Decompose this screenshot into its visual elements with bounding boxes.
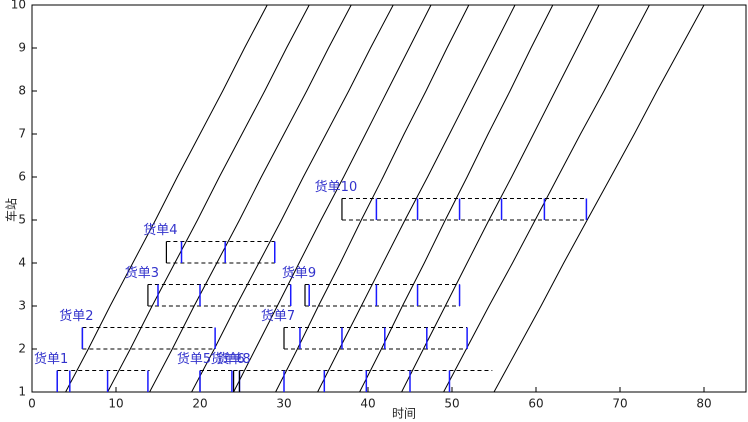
shipment-label: 货单5	[177, 351, 211, 367]
train-line	[107, 4, 310, 393]
shipment-label: 货单3	[125, 265, 159, 281]
x-tick-label: 30	[276, 397, 291, 411]
y-tick-label: 9	[18, 41, 26, 55]
y-tick-label: 6	[18, 170, 26, 184]
train-line	[233, 4, 432, 393]
shipment-label: 货单2	[59, 308, 93, 324]
train-line	[65, 4, 268, 393]
shipment-label: 货单4	[143, 222, 177, 238]
shipment-label: 货单10	[315, 179, 358, 195]
y-tick-label: 2	[18, 342, 26, 356]
y-tick-label: 5	[18, 213, 26, 227]
y-tick-label: 8	[18, 84, 26, 98]
x-axis-label: 时间	[392, 407, 416, 421]
y-tick-label: 3	[18, 299, 26, 313]
x-tick-label: 40	[360, 397, 375, 411]
train-line	[191, 4, 394, 393]
y-tick-label: 1	[18, 385, 26, 399]
shipment-label: 货单6	[210, 351, 244, 367]
x-tick-label: 60	[528, 397, 543, 411]
shipment-label: 货单1	[34, 351, 68, 367]
x-tick-label: 20	[192, 397, 207, 411]
train-line	[149, 4, 352, 393]
x-tick-label: 50	[444, 397, 459, 411]
x-tick-label: 10	[108, 397, 123, 411]
shipment-label: 货单9	[282, 265, 316, 281]
shipment-label: 货单7	[261, 308, 295, 324]
y-tick-label: 4	[18, 256, 26, 270]
x-tick-label: 80	[696, 397, 711, 411]
train-line	[493, 4, 705, 393]
shipment-label: 货单8	[216, 351, 250, 367]
y-tick-label: 7	[18, 127, 26, 141]
y-axis-label: 车站	[4, 198, 19, 222]
x-tick-label: 70	[612, 397, 627, 411]
y-tick-label: 10	[11, 0, 26, 12]
x-tick-label: 0	[28, 397, 36, 411]
